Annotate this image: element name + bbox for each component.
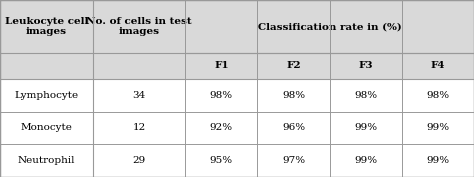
Text: No. of cells in test
images: No. of cells in test images bbox=[86, 17, 192, 36]
Bar bbox=[0, 0, 474, 53]
Text: 98%: 98% bbox=[282, 91, 305, 100]
Text: Neutrophil: Neutrophil bbox=[18, 156, 75, 165]
Text: F3: F3 bbox=[358, 61, 373, 70]
Text: 99%: 99% bbox=[354, 123, 377, 132]
Text: 99%: 99% bbox=[354, 156, 377, 165]
Text: Leukocyte cell
images: Leukocyte cell images bbox=[5, 17, 88, 36]
Text: 97%: 97% bbox=[282, 156, 305, 165]
Text: 98%: 98% bbox=[426, 91, 449, 100]
Text: Classification rate in (%): Classification rate in (%) bbox=[258, 22, 401, 31]
Text: 96%: 96% bbox=[282, 123, 305, 132]
Text: 98%: 98% bbox=[354, 91, 377, 100]
Bar bbox=[0, 52, 185, 54]
Text: 34: 34 bbox=[132, 91, 146, 100]
Text: Monocyte: Monocyte bbox=[20, 123, 72, 132]
Bar bbox=[0, 53, 474, 79]
Text: 98%: 98% bbox=[210, 91, 233, 100]
Text: 95%: 95% bbox=[210, 156, 233, 165]
Text: F2: F2 bbox=[286, 61, 301, 70]
Text: 12: 12 bbox=[132, 123, 146, 132]
Text: 92%: 92% bbox=[210, 123, 233, 132]
Text: F4: F4 bbox=[431, 61, 445, 70]
Text: 29: 29 bbox=[132, 156, 146, 165]
Text: Lymphocyte: Lymphocyte bbox=[14, 91, 78, 100]
Text: F1: F1 bbox=[214, 61, 228, 70]
Text: 99%: 99% bbox=[426, 123, 449, 132]
Text: 99%: 99% bbox=[426, 156, 449, 165]
